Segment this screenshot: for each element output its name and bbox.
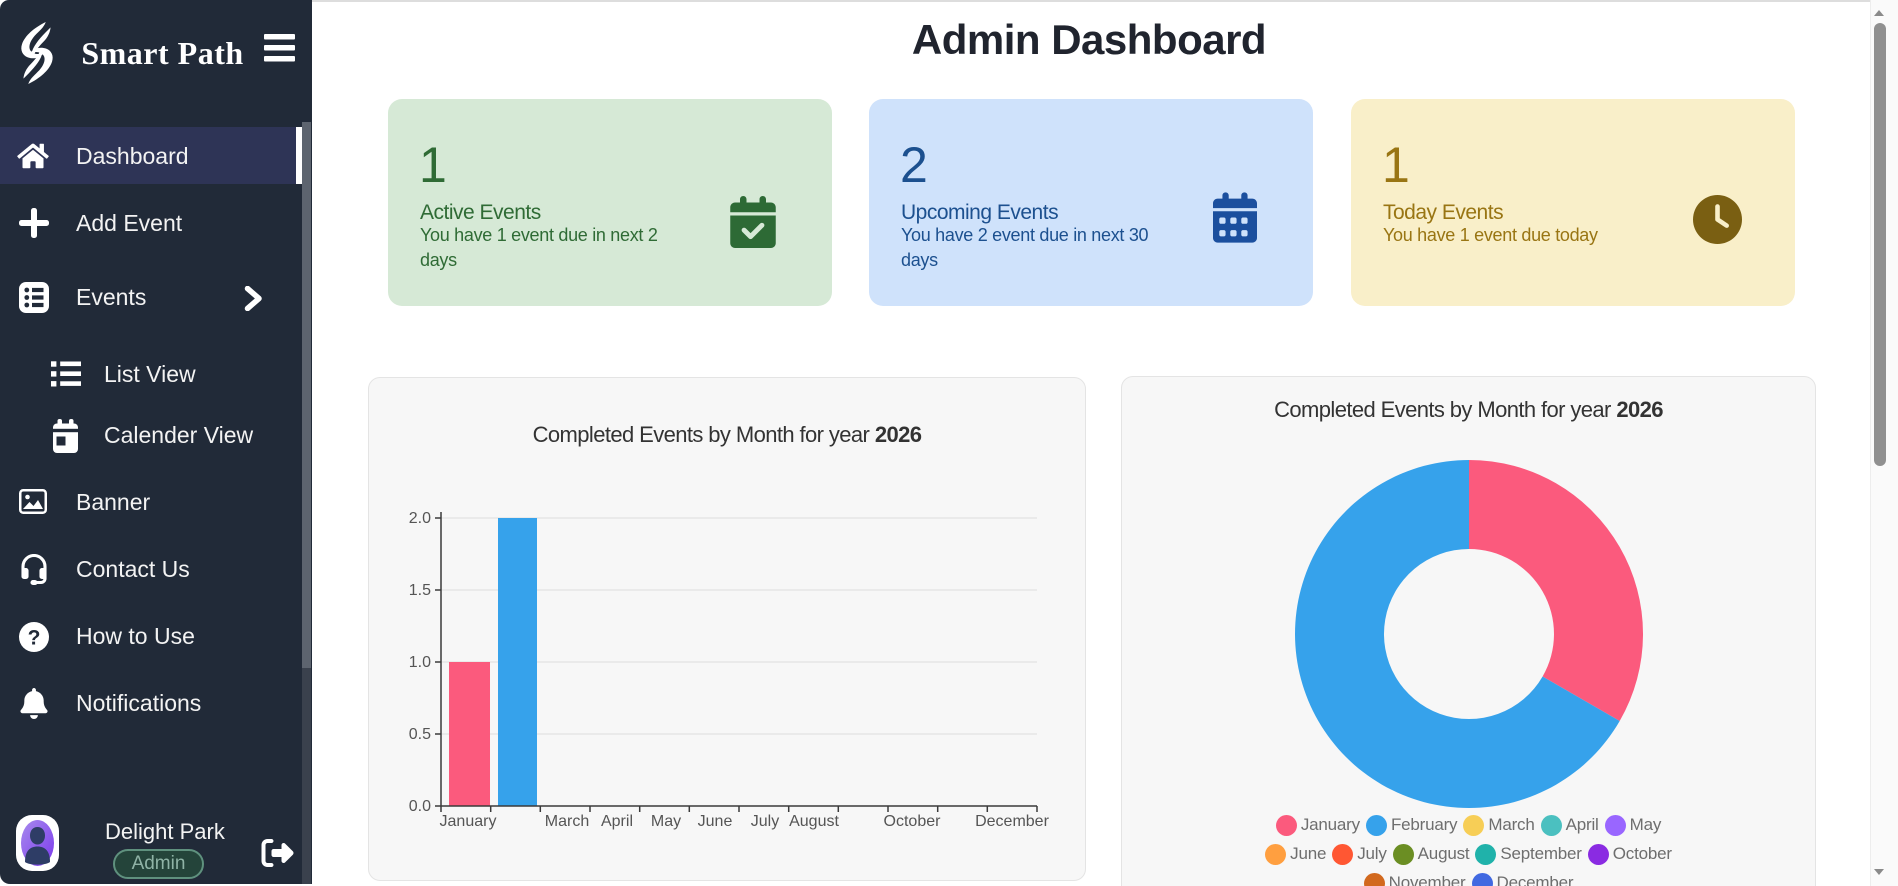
svg-text:1.5: 1.5 bbox=[409, 582, 431, 599]
svg-text:April: April bbox=[601, 813, 633, 830]
svg-text:2.0: 2.0 bbox=[409, 510, 431, 527]
svg-text:0.5: 0.5 bbox=[409, 726, 431, 743]
svg-text:January: January bbox=[440, 813, 497, 830]
svg-text:March: March bbox=[545, 813, 589, 830]
svg-text:May: May bbox=[651, 813, 681, 830]
svg-text:1.0: 1.0 bbox=[409, 654, 431, 671]
svg-text:August: August bbox=[789, 813, 839, 830]
svg-text:0.0: 0.0 bbox=[409, 798, 431, 815]
svg-text:December: December bbox=[975, 813, 1049, 830]
svg-text:October: October bbox=[884, 813, 942, 830]
svg-text:June: June bbox=[698, 813, 733, 830]
svg-text:?: ? bbox=[28, 627, 41, 650]
svg-text:July: July bbox=[751, 813, 779, 830]
